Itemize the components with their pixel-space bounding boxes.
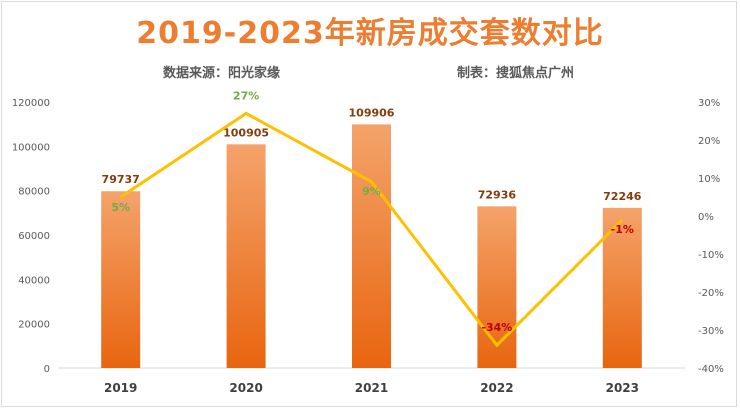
y-right-tick-label: -20% [698,288,724,299]
bar-value-label: 72936 [478,188,517,201]
y-right-tick-label: 20% [698,136,720,147]
bar-value-label: 79737 [102,173,140,186]
x-tick-label: 2023 [606,381,639,395]
y-right-tick-label: 30% [698,98,720,109]
x-tick-label: 2021 [355,381,388,395]
y-left-tick-label: 120000 [12,98,50,109]
growth-rate-line [119,111,624,348]
y-right-tick-label: 10% [698,174,720,185]
data-source-note: 数据来源：阳光家缘 [163,66,281,81]
y-right-tick-label: -30% [698,326,724,337]
growth-rate-label: 9% [362,185,381,198]
x-tick-label: 2020 [229,381,262,395]
growth-rate-label: -34% [481,321,512,334]
y-left-tick-label: 80000 [18,187,50,198]
chart-title: 2019-2023年新房成交套数对比 [136,16,604,51]
bar [101,191,141,368]
y-right-tick-label: 0% [698,212,714,223]
y-left-tick-label: 40000 [18,275,50,286]
y-left-tick-label: 60000 [18,231,50,242]
bar [352,124,391,368]
bar-value-label: 100905 [223,126,269,139]
x-tick-label: 2019 [104,381,137,395]
x-tick-label: 2022 [480,381,513,395]
y-right-tick-label: -40% [698,364,724,375]
growth-rate-label: 27% [233,89,259,102]
y-right-tick-label: -10% [698,250,724,261]
y-left-tick-label: 100000 [12,142,50,153]
growth-rate-label: 5% [111,201,130,214]
bar [226,144,266,368]
growth-rate-label: -1% [611,223,634,236]
y-left-tick-label: 20000 [18,320,50,331]
bar-value-label: 109906 [349,106,395,119]
y-left-tick-label: 0 [44,364,50,375]
maker-note: 制表：搜狐焦点广州 [457,66,575,81]
bar [477,206,517,368]
bar-value-label: 72246 [603,190,642,203]
